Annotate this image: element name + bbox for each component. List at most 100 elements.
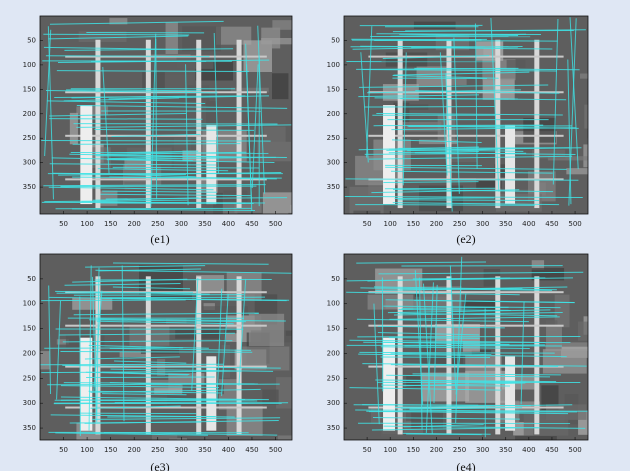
x-tick-label: 500 (568, 220, 581, 228)
y-tick-label: 100 (23, 61, 36, 69)
panel: 5010015020025030035040045050050100150200… (327, 16, 628, 246)
match-line (100, 297, 265, 298)
texture (524, 414, 569, 436)
match-line (364, 106, 494, 107)
texture (515, 436, 557, 445)
x-tick-label: 300 (476, 220, 489, 228)
x-tick-label: 500 (269, 446, 282, 454)
pillar (505, 125, 515, 204)
x-tick-label: 350 (198, 446, 211, 454)
texture (578, 322, 593, 341)
texture (566, 168, 612, 174)
texture (142, 72, 165, 89)
match-line (74, 295, 244, 296)
x-tick-label: 300 (476, 446, 489, 454)
texture (290, 205, 329, 222)
match-line (41, 300, 186, 301)
texture (507, 60, 526, 68)
floor (368, 135, 563, 137)
image (40, 254, 320, 468)
x-tick-label: 450 (245, 446, 258, 454)
texture (70, 113, 78, 144)
image (344, 254, 613, 445)
x-tick-label: 400 (222, 220, 235, 228)
match-line (80, 413, 196, 414)
texture (580, 74, 628, 79)
caption: (e4) (456, 460, 475, 471)
y-tick-label: 300 (327, 159, 340, 167)
y-tick-label: 50 (27, 36, 36, 44)
page: {"panels": [ {"caption": "(e1)", "xlim":… (0, 0, 630, 471)
x-tick-label: 200 (128, 446, 141, 454)
texture (355, 156, 402, 185)
x-tick-label: 200 (128, 220, 141, 228)
x-tick-label: 50 (59, 446, 68, 454)
texture (583, 144, 607, 167)
y-tick-label: 200 (23, 349, 36, 357)
x-tick-label: 350 (198, 220, 211, 228)
y-tick-label: 350 (23, 424, 36, 432)
floor (65, 325, 267, 327)
texture (588, 138, 625, 147)
x-tick-label: 50 (363, 220, 372, 228)
caption: (e1) (150, 232, 169, 246)
x-tick-label: 50 (363, 446, 372, 454)
y-tick-label: 150 (327, 85, 340, 93)
texture (263, 192, 306, 223)
y-tick-label: 300 (23, 159, 36, 167)
x-tick-label: 150 (104, 220, 117, 228)
y-tick-label: 100 (327, 300, 340, 308)
x-tick-label: 250 (151, 446, 164, 454)
y-tick-label: 300 (23, 399, 36, 407)
y-tick-label: 100 (23, 300, 36, 308)
texture (584, 105, 614, 129)
texture (386, 300, 421, 309)
beam (534, 40, 539, 208)
caption: (e3) (150, 460, 169, 471)
texture (276, 377, 317, 408)
x-tick-label: 50 (59, 220, 68, 228)
texture (182, 26, 221, 51)
y-tick-label: 200 (23, 110, 36, 118)
figure: 50 100 150 200 250 300 350 400 450 500 50 100 150 200… (0, 0, 630, 471)
match-line (61, 400, 218, 401)
y-tick-label: 350 (327, 424, 340, 432)
y-tick-label: 250 (23, 134, 36, 142)
match-line (395, 198, 495, 199)
x-tick-label: 450 (545, 446, 558, 454)
match-line (49, 119, 202, 120)
y-tick-label: 350 (327, 183, 340, 191)
y-tick-label: 50 (331, 36, 340, 44)
texture (72, 298, 112, 310)
x-tick-label: 150 (407, 220, 420, 228)
y-tick-label: 100 (327, 61, 340, 69)
image (344, 16, 628, 224)
y-tick-label: 250 (23, 374, 36, 382)
x-tick-label: 150 (407, 446, 420, 454)
x-tick-label: 450 (245, 220, 258, 228)
texture (286, 331, 314, 336)
panel: 5010015020025030035040045050050100150200… (23, 254, 320, 471)
x-tick-label: 450 (545, 220, 558, 228)
match-line (80, 297, 81, 436)
texture (350, 187, 384, 220)
x-tick-label: 150 (104, 446, 117, 454)
panel: 5010015020025030035040045050050100150200… (23, 16, 329, 246)
caption: (e2) (456, 232, 475, 246)
match-line (113, 167, 260, 168)
y-tick-label: 250 (327, 374, 340, 382)
x-tick-label: 400 (522, 220, 535, 228)
texture (223, 191, 247, 202)
y-tick-label: 200 (327, 349, 340, 357)
x-tick-label: 200 (430, 220, 443, 228)
texture (40, 351, 50, 369)
y-tick-label: 150 (23, 85, 36, 93)
x-tick-label: 400 (222, 446, 235, 454)
panel: 5010015020025030035040045050050100150200… (327, 254, 614, 471)
x-tick-label: 100 (384, 220, 397, 228)
y-tick-label: 150 (23, 325, 36, 333)
x-tick-label: 500 (269, 220, 282, 228)
x-tick-label: 500 (568, 446, 581, 454)
texture (546, 325, 562, 350)
texture (177, 56, 214, 69)
